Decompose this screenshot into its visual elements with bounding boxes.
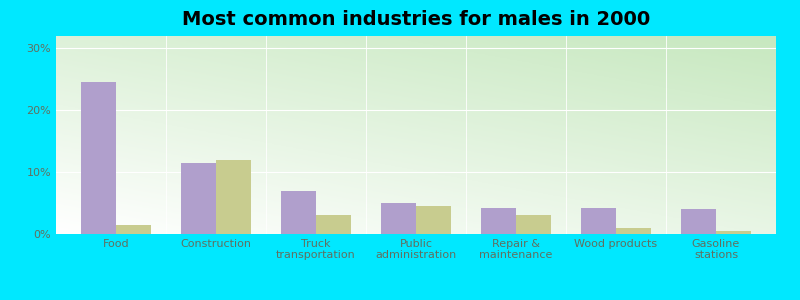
Bar xyxy=(481,208,516,234)
Bar xyxy=(716,231,751,234)
Bar xyxy=(281,191,316,234)
Bar xyxy=(681,209,716,234)
Bar xyxy=(616,228,651,234)
Title: Most common industries for males in 2000: Most common industries for males in 2000 xyxy=(182,10,650,29)
Bar xyxy=(81,82,116,234)
Bar xyxy=(416,206,451,234)
Bar xyxy=(181,163,216,234)
Bar xyxy=(581,208,616,234)
Bar xyxy=(316,215,351,234)
Bar xyxy=(516,215,551,234)
Bar xyxy=(116,225,151,234)
Bar xyxy=(381,203,416,234)
Bar xyxy=(216,160,251,234)
